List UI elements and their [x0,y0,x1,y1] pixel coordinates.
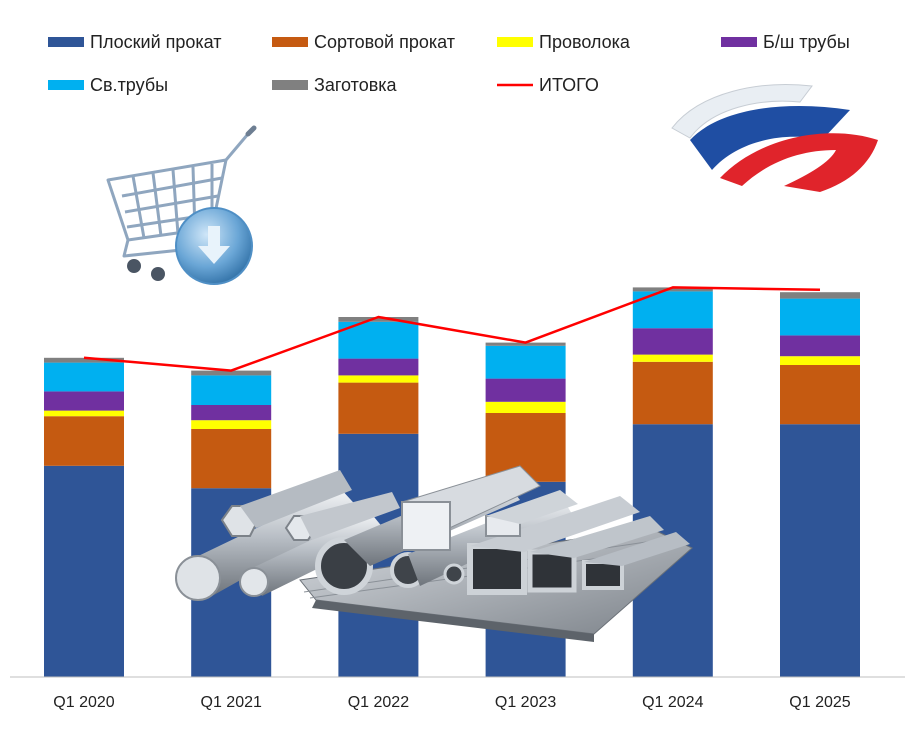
bar-segment-2 [338,375,419,383]
shopping-cart-icon [106,125,257,285]
total-line [83,286,821,372]
bar-segment-5 [338,317,419,322]
bar-segment-2 [632,354,713,362]
bar-segment-0 [44,465,124,677]
legend-swatch [721,37,757,47]
legend-label: Б/ш трубы [763,32,850,52]
legend-label: Плоский прокат [90,32,222,52]
bar-segment-5 [780,292,860,299]
bar-segment-1 [338,382,419,434]
bar-segment-4 [780,298,860,336]
bar-segment-2 [780,356,860,365]
legend-item: Св.трубы [48,75,168,95]
legend-swatch [48,37,84,47]
bar-segment-3 [338,358,419,376]
bar-segment-0 [780,424,860,677]
legend-swatch [272,37,308,47]
bar-segment-2 [191,420,272,429]
bar-segment-4 [191,375,272,405]
bar-segment-5 [44,357,124,363]
metal-products-image [175,465,693,642]
russian-flag-ribbon-icon [671,84,878,192]
bar-segment-1 [485,413,566,482]
legend-label: Сортовой прокат [314,32,455,52]
bar-segment-5 [191,370,272,376]
legend-item: Сортовой прокат [272,32,455,52]
x-tick-label: Q1 2023 [495,694,556,711]
legend-label: Св.трубы [90,75,168,95]
bar-segment-3 [485,378,566,402]
bar-segment-4 [44,362,124,392]
legend-label: ИТОГО [539,75,599,95]
bar-segment-3 [44,391,124,411]
legend-label: Проволока [539,32,631,52]
bar-segment-3 [780,335,860,357]
legend-item: Проволока [497,32,631,52]
bar-segment-2 [44,410,124,417]
bar-segment-4 [485,345,566,379]
legend-swatch [272,80,308,90]
x-tick-label: Q1 2024 [642,694,703,711]
legend-swatch [497,37,533,47]
total-line-layer [83,286,821,372]
x-tick-label: Q1 2025 [789,694,850,711]
legend-label: Заготовка [314,75,398,95]
legend-item: ИТОГО [497,75,599,95]
x-tick-label: Q1 2022 [348,694,409,711]
bar-segment-5 [485,342,566,346]
legend-item: Заготовка [272,75,398,95]
bar-segment-1 [191,429,272,489]
legend: Плоский прокат Сортовой прокат Проволока Б/… [48,32,850,95]
bar-segment-2 [485,401,566,413]
bar-segment-3 [632,328,713,355]
bar-segment-1 [780,365,860,425]
bar-segment-1 [44,416,124,466]
bar-segment-3 [191,405,272,421]
legend-item: Б/ш трубы [721,32,850,52]
x-tick-label: Q1 2020 [53,694,114,711]
legend-swatch [48,80,84,90]
bar-segment-1 [632,361,713,425]
x-axis: Q1 2020 Q1 2021 Q1 2022 Q1 2023 Q1 2024 Q1 20… [10,676,905,711]
x-tick-label: Q1 2021 [201,694,262,711]
bar-segment-5 [632,287,713,292]
legend-item: Плоский прокат [48,32,222,52]
